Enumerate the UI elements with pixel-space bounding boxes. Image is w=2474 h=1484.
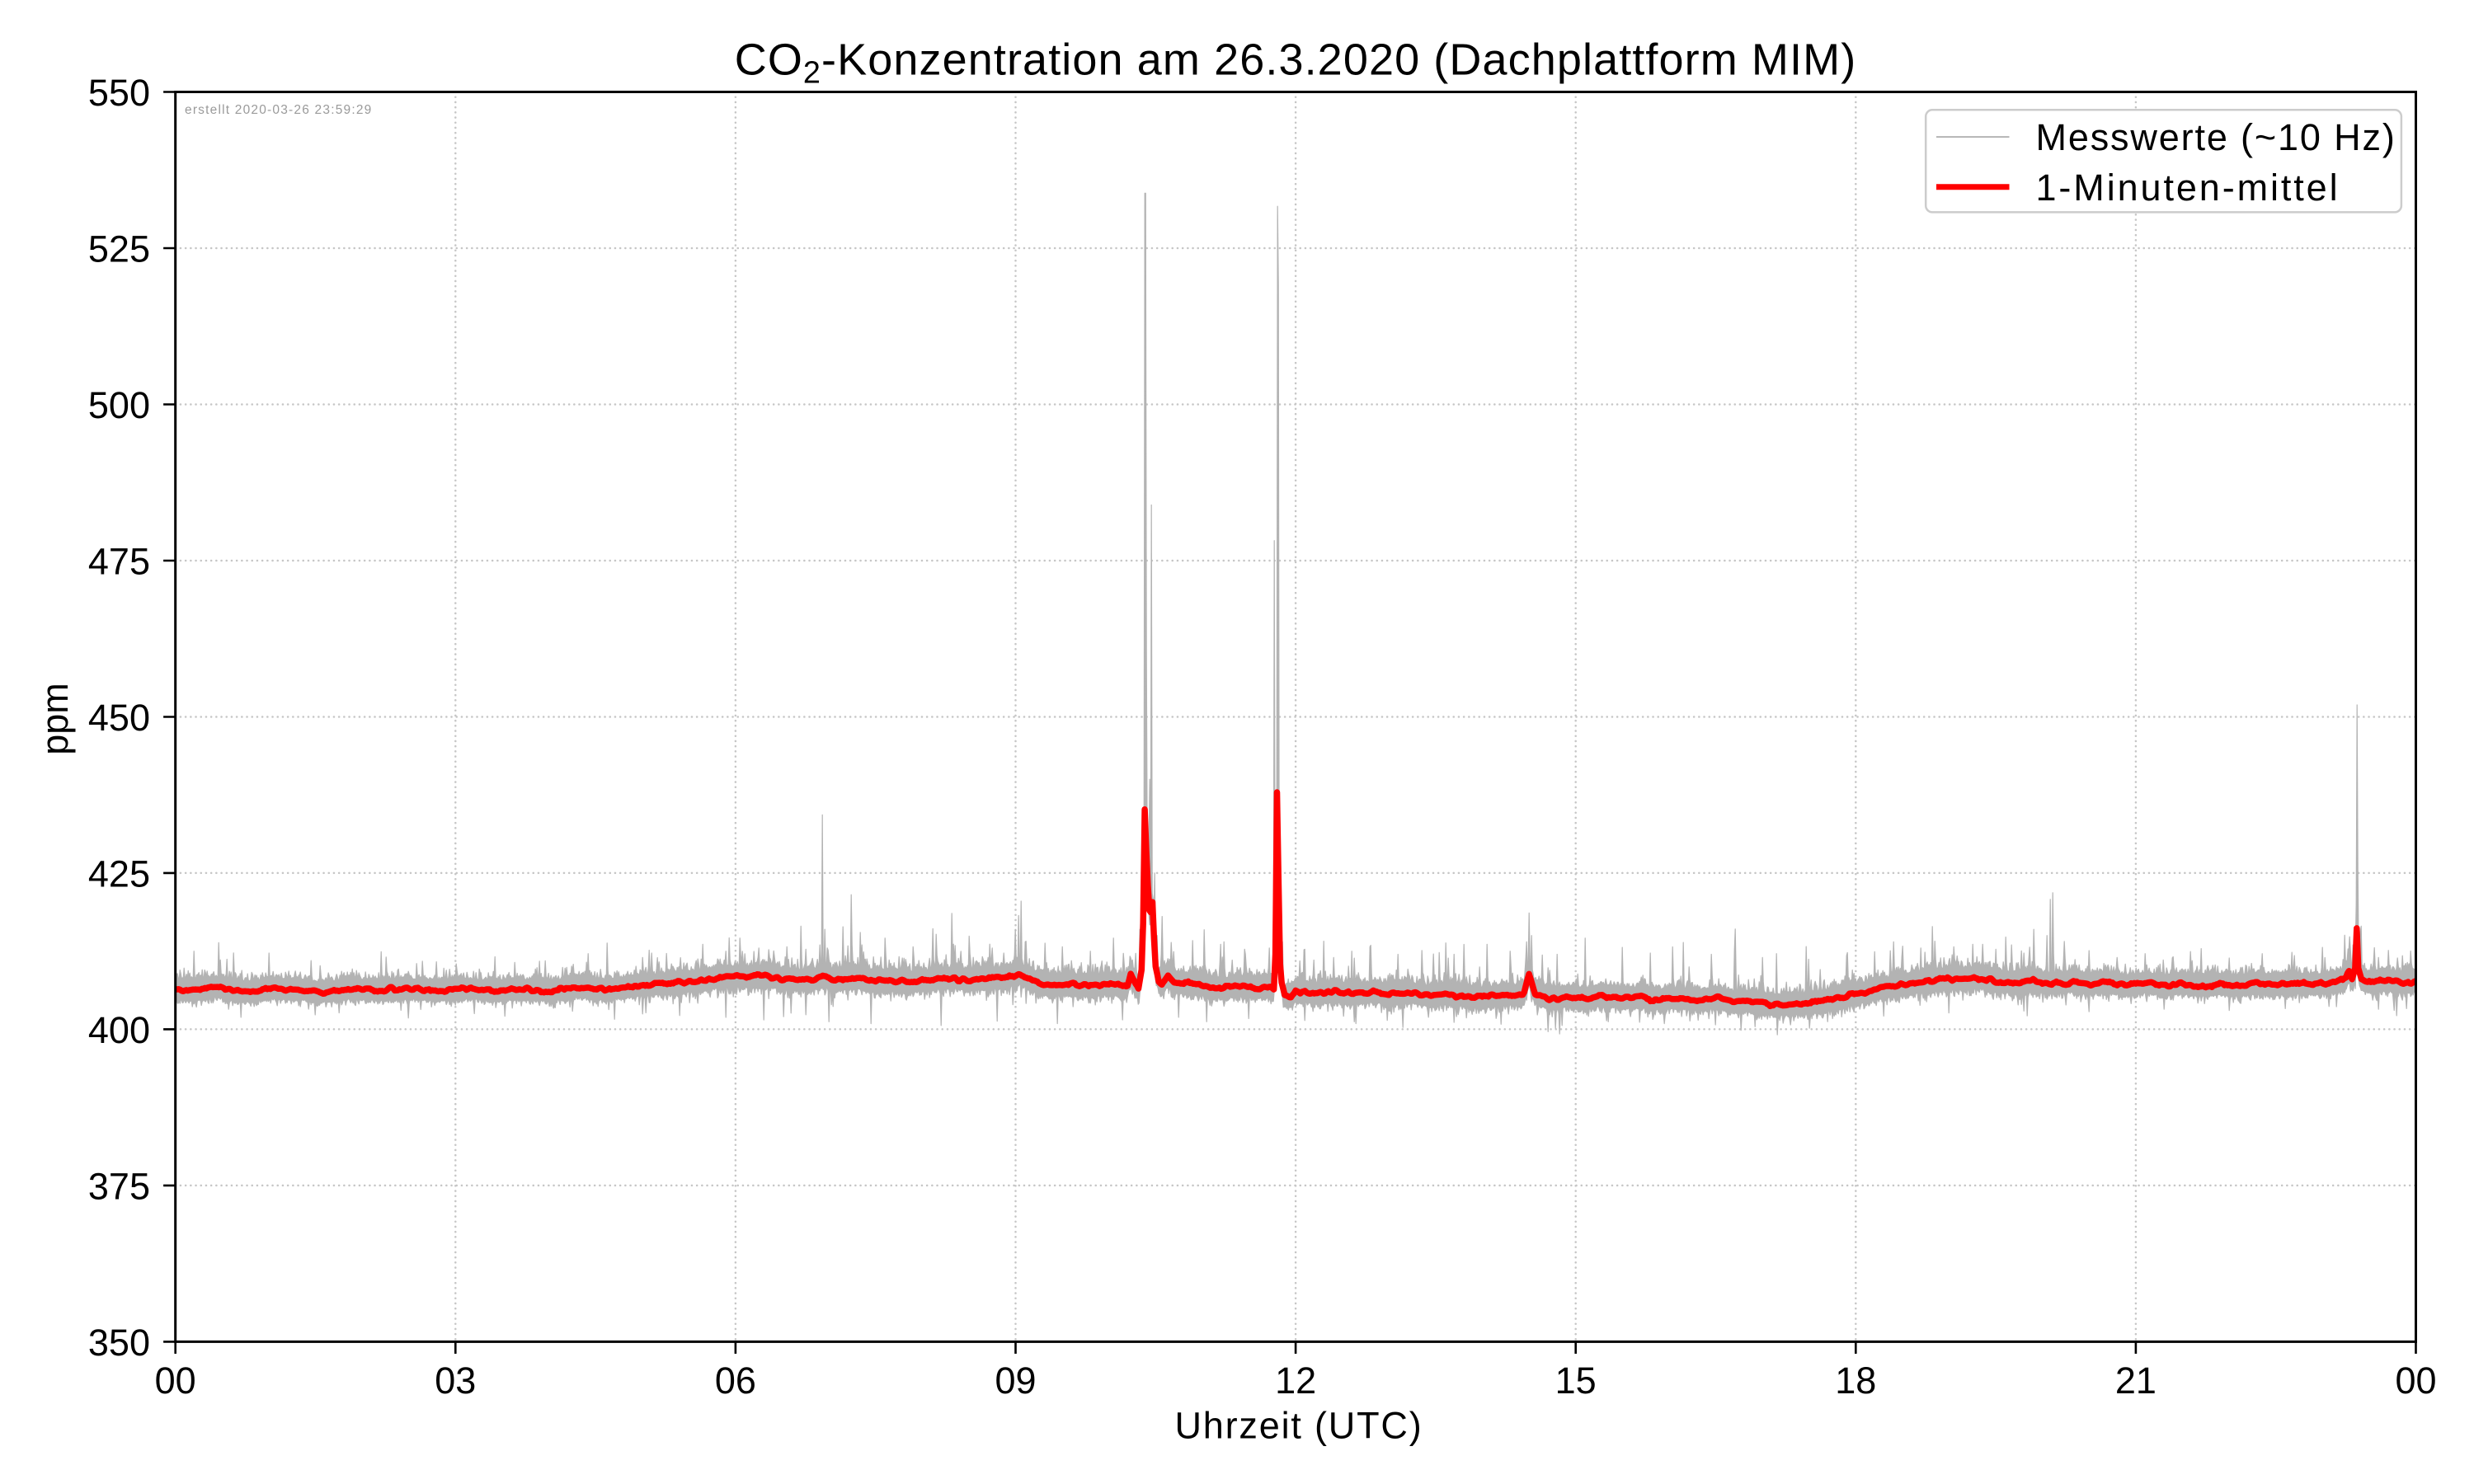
svg-text:Messwerte (~10 Hz): Messwerte (~10 Hz): [2036, 116, 2396, 158]
svg-text:00: 00: [155, 1360, 196, 1402]
svg-text:Uhrzeit (UTC): Uhrzeit (UTC): [1174, 1405, 1423, 1447]
svg-text:350: 350: [88, 1322, 150, 1364]
svg-text:12: 12: [1275, 1360, 1316, 1402]
svg-text:03: 03: [435, 1360, 476, 1402]
svg-text:425: 425: [88, 852, 150, 895]
svg-text:550: 550: [88, 72, 150, 114]
svg-text:525: 525: [88, 228, 150, 270]
svg-text:ppm: ppm: [34, 683, 76, 755]
svg-text:06: 06: [715, 1360, 756, 1402]
svg-text:375: 375: [88, 1165, 150, 1207]
svg-text:09: 09: [995, 1360, 1036, 1402]
svg-text:400: 400: [88, 1009, 150, 1051]
svg-text:00: 00: [2395, 1360, 2436, 1402]
svg-text:18: 18: [1835, 1360, 1876, 1402]
svg-text:1-Minuten-mittel: 1-Minuten-mittel: [2036, 167, 2340, 209]
svg-text:15: 15: [1555, 1360, 1597, 1402]
svg-text:21: 21: [2115, 1360, 2157, 1402]
svg-text:450: 450: [88, 697, 150, 739]
svg-text:erstellt 2020-03-26 23:59:29: erstellt 2020-03-26 23:59:29: [185, 103, 373, 117]
svg-text:475: 475: [88, 540, 150, 582]
svg-text:CO2-Konzentration am 26.3.2020: CO2-Konzentration am 26.3.2020 (Dachplat…: [735, 35, 1857, 90]
svg-text:500: 500: [88, 384, 150, 426]
